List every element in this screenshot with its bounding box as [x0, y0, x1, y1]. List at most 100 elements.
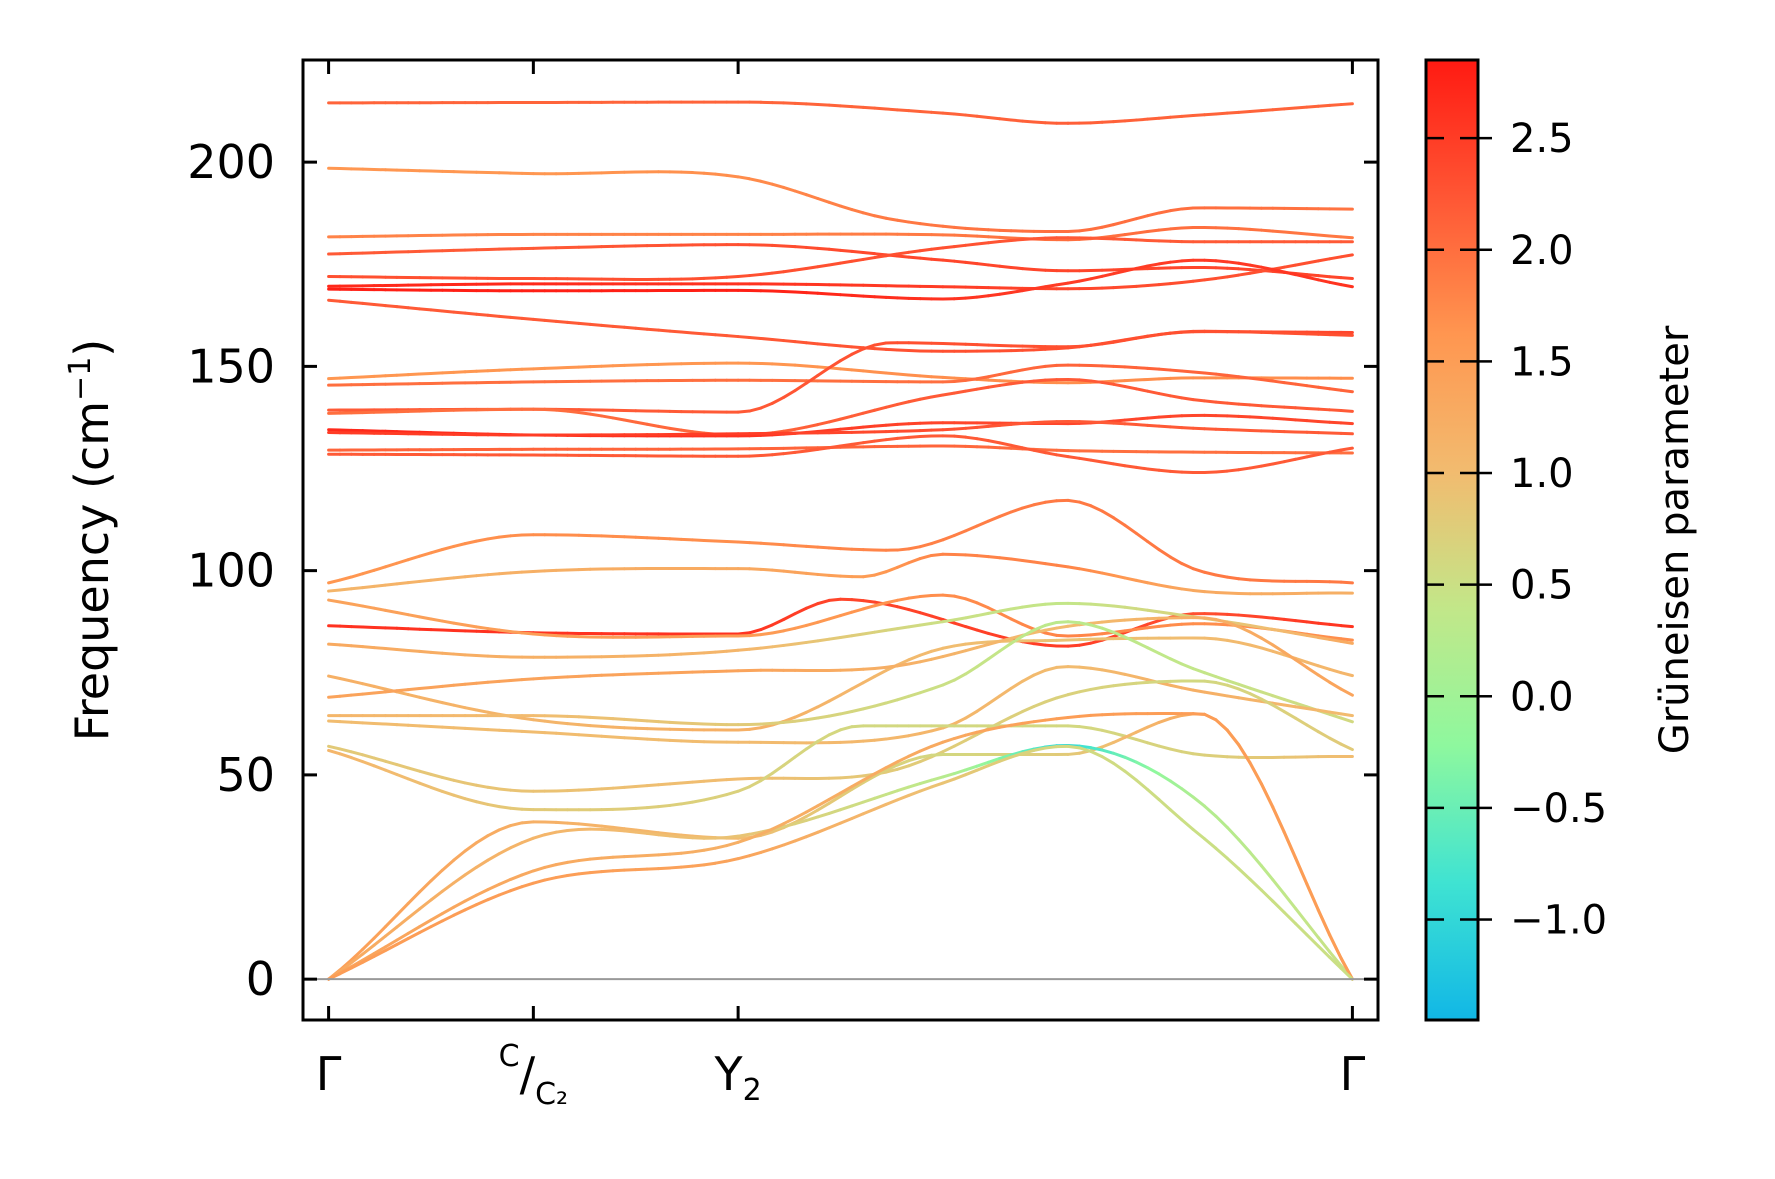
band-segment: [1032, 628, 1047, 635]
band-segment: [1112, 382, 1127, 388]
band-segment: [884, 789, 899, 796]
band-segment: [1112, 735, 1127, 744]
band-segment: [338, 752, 353, 760]
band-segment: [634, 867, 649, 872]
band-segment: [338, 693, 353, 698]
band-segment: [361, 604, 376, 610]
band-segment: [1248, 415, 1263, 420]
band-segment: [600, 827, 615, 832]
band-segment: [861, 369, 877, 374]
band-segment: [1123, 118, 1138, 123]
band-segment: [1316, 274, 1332, 279]
band-segment: [372, 646, 387, 651]
band-segment: [383, 943, 399, 952]
band-segment: [520, 316, 535, 321]
band-segment: [827, 693, 842, 703]
band-segment: [850, 812, 865, 820]
y-tick-label: 200: [187, 135, 275, 189]
colorbar-tick-label: 0.0: [1510, 674, 1574, 720]
x-tick-label-num: C: [499, 1039, 520, 1074]
band-segment: [1339, 388, 1354, 394]
band-segment: [1100, 748, 1116, 755]
band-segment: [474, 369, 490, 373]
band-segment: [463, 865, 478, 877]
band-segment: [952, 378, 968, 383]
phonon-band-4: [327, 243, 1354, 281]
phonon-band-21: [327, 601, 1354, 659]
band-segment: [474, 858, 490, 869]
band-segment: [486, 893, 501, 902]
band-segment: [839, 426, 854, 431]
band-segment: [1157, 468, 1172, 473]
band-segment: [1043, 745, 1059, 750]
band-segment: [759, 453, 774, 458]
band-segment: [759, 541, 774, 546]
band-segment: [1123, 672, 1138, 679]
band-segment: [1021, 119, 1036, 124]
x-tick-label: C/C₂: [499, 1039, 568, 1112]
band-segment: [1191, 398, 1207, 403]
band-segment: [770, 720, 786, 725]
band-segment: [1180, 818, 1195, 831]
band-segment: [509, 841, 524, 850]
band-segment: [850, 667, 865, 672]
band-segment: [406, 579, 422, 585]
band-segment: [827, 712, 842, 718]
band-segment: [736, 832, 751, 838]
band-segment: [440, 789, 456, 797]
band-segment: [497, 787, 513, 792]
band-segment: [941, 375, 956, 380]
band-segment: [554, 720, 569, 726]
band-segment: [747, 850, 763, 858]
band-segment: [634, 736, 649, 741]
band-segment: [861, 796, 877, 804]
y-tick-label: 50: [216, 748, 275, 802]
band-segment: [907, 789, 922, 797]
band-segment: [1055, 693, 1070, 700]
band-segment: [1168, 114, 1184, 119]
band-segment: [930, 375, 945, 379]
band-segment: [452, 621, 467, 627]
band-segment: [827, 292, 842, 297]
band-segment: [1191, 752, 1207, 757]
band-segment: [998, 611, 1013, 621]
band-segment: [418, 685, 433, 691]
band-segment: [1089, 602, 1104, 607]
band-segment: [1339, 276, 1354, 281]
band-segment: [1203, 679, 1218, 685]
phonon-band-7: [327, 258, 1354, 301]
band-segment: [759, 401, 774, 410]
band-segment: [543, 876, 558, 882]
band-segment: [1248, 692, 1263, 701]
band-segment: [964, 234, 979, 238]
band-segment: [1328, 933, 1343, 960]
band-segment: [1259, 378, 1275, 383]
band-segment: [747, 633, 763, 638]
band-segment: [873, 766, 888, 776]
band-segment: [895, 625, 911, 631]
band-segment: [1214, 637, 1229, 642]
band-segment: [531, 569, 547, 573]
band-segment: [804, 102, 820, 106]
band-segment: [1259, 646, 1275, 653]
band-segment: [588, 870, 604, 875]
band-segment: [713, 778, 729, 782]
band-segment: [975, 728, 990, 734]
band-segment: [930, 775, 945, 782]
band-segment: [1180, 787, 1195, 799]
band-segment: [747, 406, 763, 413]
band-segment: [1294, 261, 1309, 267]
band-segment: [429, 548, 444, 555]
band-segment: [895, 759, 911, 767]
band-segment: [520, 716, 535, 722]
band-segment: [782, 450, 797, 456]
band-segment: [861, 408, 877, 415]
band-segment: [1123, 217, 1138, 224]
band-segment: [1225, 273, 1241, 279]
band-segment: [1316, 278, 1332, 284]
band-segment: [418, 781, 433, 789]
band-segment: [1134, 416, 1150, 421]
band-segment: [418, 649, 433, 654]
band-segment: [1043, 717, 1059, 722]
band-segment: [429, 308, 444, 313]
